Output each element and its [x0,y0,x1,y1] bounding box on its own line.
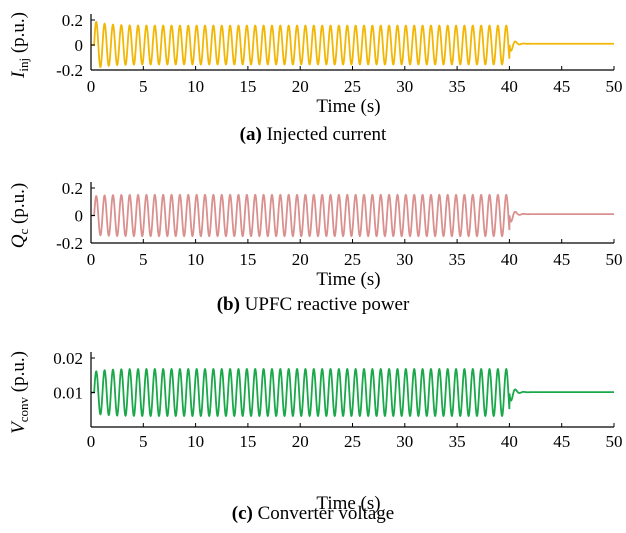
x-tick-label: 20 [292,432,309,451]
y-tick-label: 0.01 [53,384,83,403]
y-tick-label: 0.02 [53,349,83,368]
x-tick-label: 5 [139,250,148,269]
x-tick-label: 15 [239,250,256,269]
x-tick-label: 20 [292,77,309,96]
caption-converter-voltage: (c) Converter voltage [0,503,626,525]
caption-tag: (c) [231,503,253,524]
y-tick-label: 0 [75,207,84,226]
caption-upfc-reactive-power: (b) UPFC reactive power [0,294,626,316]
chart-injected-current: 0 5 10 15 20 25 30 35 40 45 50 0.2 0 -0.2 Time (s) Iinj… [0,0,626,148]
x-tick-label: 0 [87,432,96,451]
x-tick-label: 10 [187,250,204,269]
y-axis-label-symbol: V [8,420,29,434]
y-tick-label: 0.2 [62,179,83,198]
x-tick-label: 35 [449,250,466,269]
x-tick-label: 35 [449,432,466,451]
y-axis-label-symbol: I [8,70,29,79]
y-tick-label: 0 [75,36,84,55]
x-tick-label: 50 [606,250,623,269]
x-tick-label: 50 [606,432,623,451]
x-tick-label: 0 [87,250,96,269]
x-tick-label: 25 [344,432,361,451]
x-tick-label: 40 [501,250,518,269]
x-tick-label: 50 [606,77,623,96]
caption-text: Injected current [261,124,387,145]
x-tick-label: 5 [139,77,148,96]
x-tick-label: 45 [553,432,570,451]
x-tick-label: 10 [187,432,204,451]
x-tick-label: 30 [396,77,413,96]
x-tick-label: 5 [139,432,148,451]
chart-upfc-reactive-power: 0 5 10 15 20 25 30 35 40 45 50 0.2 0 -0.2 Time (s) Qc (… [0,173,626,321]
y-tick-label: 0.2 [62,11,83,30]
x-tick-label: 45 [553,250,570,269]
x-tick-label: 0 [87,77,96,96]
caption-text: Converter voltage [252,503,395,524]
y-axis-label-unit: (p.u.) [8,351,29,397]
x-tick-label: 40 [501,77,518,96]
caption-injected-current: (a) Injected current [0,124,626,146]
x-tick-label: 25 [344,77,361,96]
y-axis-label-unit: (p.u.) [8,12,29,58]
y-axis-label-subscript: inj [16,58,31,72]
chart-converter-voltage: 0 5 10 15 20 25 30 35 40 45 50 0.02 0.01 Time (s) Vcon… [0,340,626,533]
x-axis-label: Time (s) [316,96,380,117]
y-axis-label-symbol: Q [8,234,29,248]
y-axis-label: Vconv (p.u.) [8,351,31,434]
caption-text: UPFC reactive power [239,294,410,315]
series-line-upfc-reactive-power [91,193,614,238]
y-axis-label-subscript: conv [16,397,31,423]
x-axis-label: Time (s) [316,493,380,514]
x-tick-label: 10 [187,77,204,96]
caption-tag: (a) [239,124,262,145]
x-tick-label: 20 [292,250,309,269]
x-tick-label: 30 [396,250,413,269]
x-tick-label: 15 [239,432,256,451]
y-axis-label: Iinj (p.u.) [8,12,31,79]
x-tick-label: 25 [344,250,361,269]
y-axis-label-unit: (p.u.) [8,183,29,229]
x-tick-label: 45 [553,77,570,96]
x-tick-label: 30 [396,432,413,451]
x-axis-label: Time (s) [316,269,380,290]
y-tick-label: -0.2 [56,61,83,80]
y-axis-label: Qc (p.u.) [8,183,31,248]
x-tick-label: 15 [239,77,256,96]
y-tick-label: -0.2 [56,234,83,253]
chart-converter-voltage-svg: 0 5 10 15 20 25 30 35 40 45 50 0.02 0.01 Time (s) Vcon… [8,349,623,514]
series-line-injected-current [91,20,614,69]
y-axis-label-subscript: c [16,228,31,234]
x-tick-label: 40 [501,432,518,451]
series-line-converter-voltage [91,367,614,418]
caption-tag: (b) [216,294,240,315]
x-tick-label: 35 [449,77,466,96]
